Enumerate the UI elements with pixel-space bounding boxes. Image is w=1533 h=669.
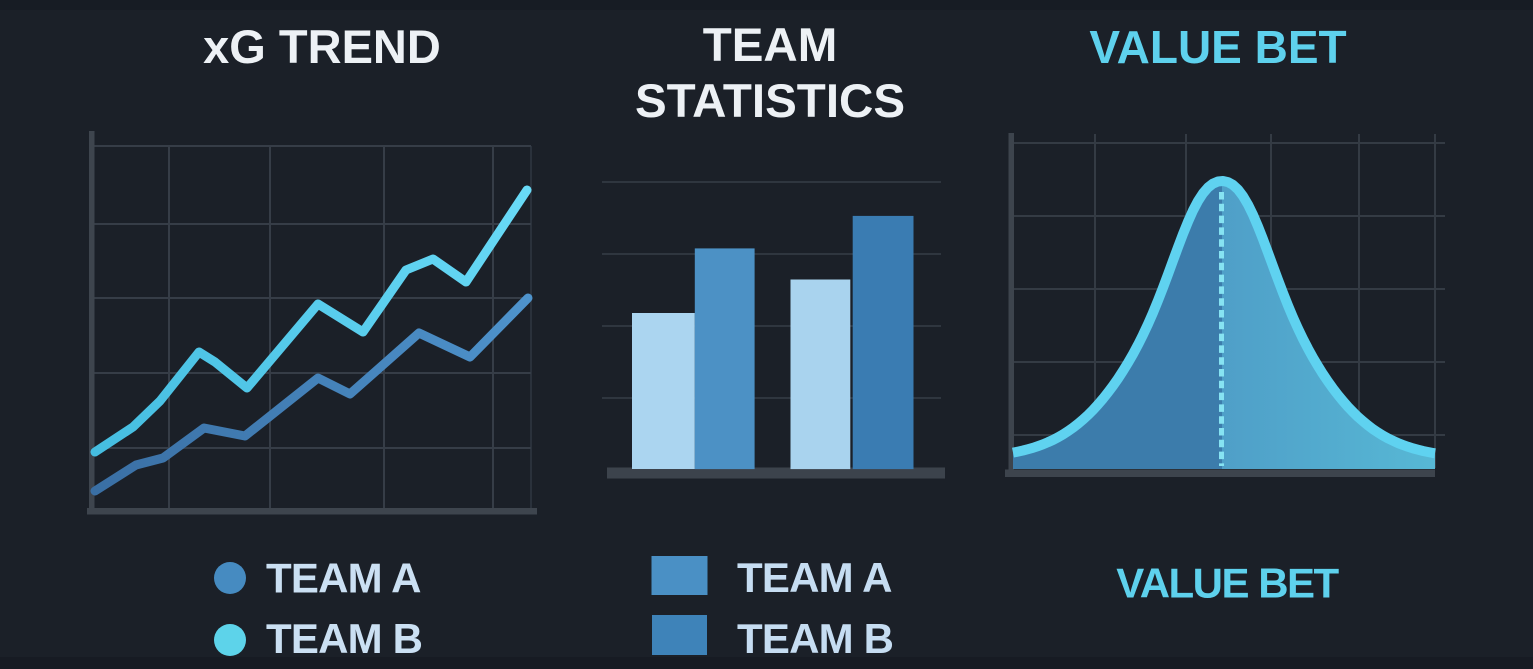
svg-text:TEAM: TEAM bbox=[703, 19, 838, 72]
svg-text:xG TREND: xG TREND bbox=[203, 20, 441, 73]
svg-text:TEAM A: TEAM A bbox=[737, 554, 892, 601]
svg-text:VALUE BET: VALUE BET bbox=[1089, 21, 1346, 73]
svg-text:TEAM A: TEAM A bbox=[266, 555, 421, 602]
svg-text:TEAM B: TEAM B bbox=[266, 615, 422, 662]
svg-text:STATISTICS: STATISTICS bbox=[635, 75, 905, 128]
svg-text:TEAM B: TEAM B bbox=[737, 615, 893, 662]
svg-text:VALUE BET: VALUE BET bbox=[1116, 560, 1339, 607]
